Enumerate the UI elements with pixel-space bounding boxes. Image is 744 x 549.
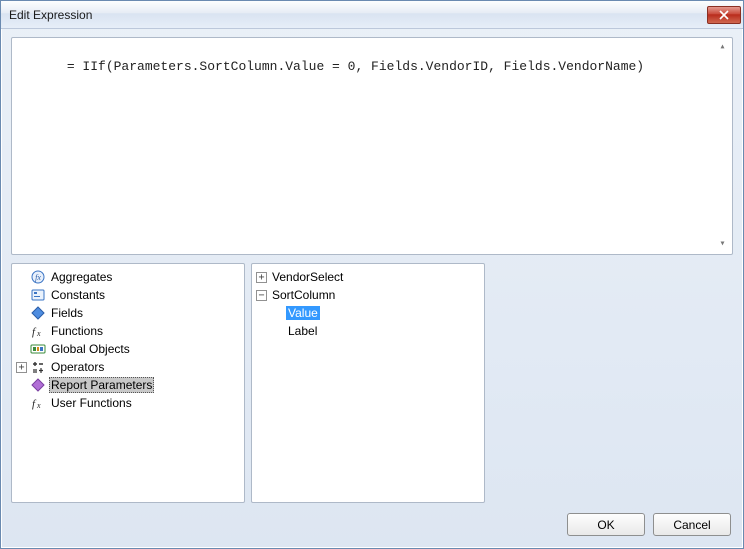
expand-placeholder: + (16, 326, 27, 337)
expand-toggle-icon[interactable]: − (256, 290, 267, 301)
edit-expression-dialog: Edit Expression = IIf(Parameters.SortCol… (0, 0, 744, 549)
window-title: Edit Expression (9, 8, 92, 22)
category-label: Aggregates (49, 270, 114, 284)
svg-text:x: x (36, 401, 41, 410)
expand-toggle-icon[interactable]: + (16, 362, 27, 373)
svg-text:fx: fx (35, 273, 41, 282)
close-icon (719, 10, 729, 20)
const-icon (30, 287, 46, 303)
category-label: Functions (49, 324, 105, 338)
category-item[interactable]: + Operators (14, 358, 242, 376)
tree-indent (272, 308, 283, 319)
category-tree-panel: +fxAggregates+Constants+Fields+fxFunctio… (11, 263, 245, 503)
ok-button[interactable]: OK (567, 513, 645, 536)
panels-row: +fxAggregates+Constants+Fields+fxFunctio… (11, 263, 733, 503)
member-tree-panel: +VendorSelect−SortColumnValueLabel (251, 263, 485, 503)
category-tree[interactable]: +fxAggregates+Constants+Fields+fxFunctio… (14, 268, 242, 412)
fx-icon: fx (30, 323, 46, 339)
category-item[interactable]: + Global Objects (14, 340, 242, 358)
category-item[interactable]: + fx Aggregates (14, 268, 242, 286)
category-item[interactable]: +fxFunctions (14, 322, 242, 340)
category-item[interactable]: + Fields (14, 304, 242, 322)
expand-placeholder: + (16, 290, 27, 301)
expand-toggle-icon[interactable]: + (256, 272, 267, 283)
member-child-label: Label (286, 324, 319, 338)
expand-placeholder: + (16, 398, 27, 409)
close-button[interactable] (707, 6, 741, 24)
member-item[interactable]: −SortColumn (254, 286, 482, 304)
globals-icon (30, 341, 46, 357)
dialog-content: = IIf(Parameters.SortColumn.Value = 0, F… (1, 29, 743, 548)
description-panel (491, 263, 733, 503)
scroll-down-icon[interactable]: ▾ (715, 237, 730, 252)
field-icon (30, 305, 46, 321)
scroll-up-icon[interactable]: ▴ (715, 40, 730, 55)
category-label: Report Parameters (49, 377, 154, 393)
svg-text:x: x (36, 329, 41, 338)
member-item[interactable]: +VendorSelect (254, 268, 482, 286)
category-label: User Functions (49, 396, 134, 410)
category-label: Global Objects (49, 342, 132, 356)
category-item[interactable]: + Report Parameters (14, 376, 242, 394)
title-bar: Edit Expression (1, 1, 743, 29)
expand-placeholder: + (16, 380, 27, 391)
member-child-label: Value (286, 306, 320, 320)
category-item[interactable]: +fxUser Functions (14, 394, 242, 412)
fx-icon: fx (30, 395, 46, 411)
member-child-item[interactable]: Value (270, 304, 482, 322)
category-label: Operators (49, 360, 106, 374)
category-label: Fields (49, 306, 85, 320)
param-icon (30, 377, 46, 393)
expression-text: = IIf(Parameters.SortColumn.Value = 0, F… (67, 59, 644, 74)
tree-indent (272, 326, 283, 337)
expression-textbox[interactable]: = IIf(Parameters.SortColumn.Value = 0, F… (11, 37, 733, 255)
member-label: SortColumn (270, 288, 337, 302)
cancel-button[interactable]: Cancel (653, 513, 731, 536)
fx-circle-icon: fx (30, 269, 46, 285)
ops-icon (30, 359, 46, 375)
expand-placeholder: + (16, 344, 27, 355)
expand-placeholder: + (16, 308, 27, 319)
category-item[interactable]: + Constants (14, 286, 242, 304)
dialog-buttons: OK Cancel (11, 511, 733, 538)
expand-placeholder: + (16, 272, 27, 283)
member-tree[interactable]: +VendorSelect−SortColumnValueLabel (254, 268, 482, 340)
member-child-item[interactable]: Label (270, 322, 482, 340)
member-label: VendorSelect (270, 270, 345, 284)
category-label: Constants (49, 288, 107, 302)
